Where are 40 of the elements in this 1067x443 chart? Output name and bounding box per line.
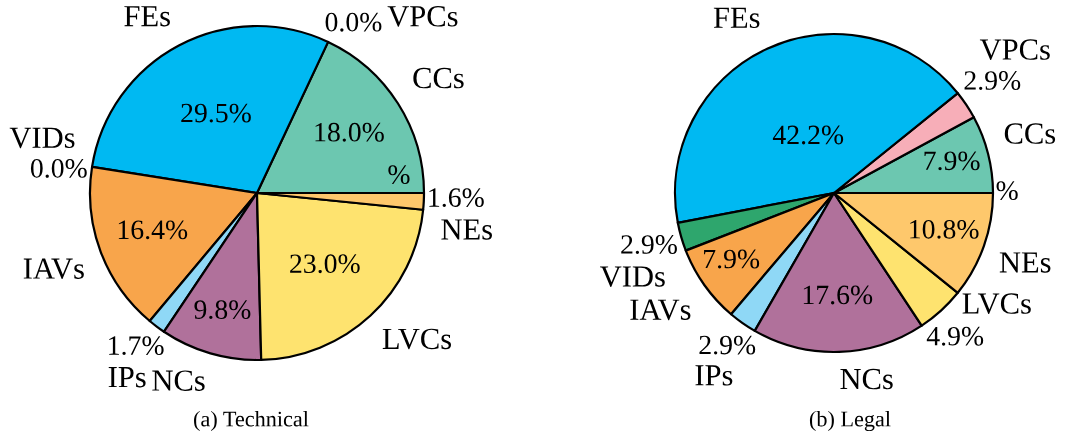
slice-label: NEs — [999, 252, 1051, 273]
data-label: 2.9% — [621, 235, 677, 254]
data-label: 7.9% — [704, 249, 760, 269]
slice-label: IPs — [108, 367, 146, 388]
slice-label: CCs — [413, 67, 464, 89]
slice-label: VPCs — [979, 39, 1050, 61]
slice-label: FEs — [713, 7, 760, 29]
data-label: 1.7% — [109, 336, 164, 356]
data-label: 42.2% — [772, 125, 844, 145]
slice-label: IAVs — [630, 299, 691, 321]
slice-label: NCs — [840, 368, 893, 390]
slice-label: FEs — [124, 6, 170, 27]
text: (a) Technical — [194, 410, 309, 432]
data-label: 16.4% — [118, 220, 188, 240]
slice-label: LVCs — [382, 328, 452, 350]
slice-label: VIDs — [600, 266, 665, 287]
data-label: 10.8% — [910, 219, 979, 239]
slice-label: IAVs — [23, 258, 84, 280]
data-label: 2.9% — [964, 71, 1021, 90]
slice-label: LVCs — [962, 293, 1031, 315]
slice-label: IPs — [695, 365, 733, 386]
data-label: 29.5% — [181, 103, 251, 123]
slice-label: NEs — [441, 219, 492, 240]
text: 0.0% — [30, 159, 87, 178]
text: (b) Legal — [809, 410, 891, 432]
text: % — [996, 181, 1018, 201]
text: % — [388, 165, 410, 185]
slice-label: CCs — [1004, 123, 1056, 144]
data-label: 23.0% — [290, 254, 360, 274]
data-label: 9.8% — [194, 300, 251, 320]
data-label: 18.0% — [315, 122, 384, 142]
category-label: VIDs — [9, 127, 75, 149]
slice-label: NCs — [152, 370, 205, 391]
data-label: 4.9% — [926, 326, 984, 346]
data-label: 1.6% — [429, 188, 484, 208]
data-label: 2.9% — [699, 335, 756, 355]
category-label: VPCs — [387, 6, 458, 27]
data-label: 17.6% — [803, 285, 873, 305]
text: 0.0% — [325, 12, 382, 32]
data-label: 7.9% — [924, 151, 980, 171]
